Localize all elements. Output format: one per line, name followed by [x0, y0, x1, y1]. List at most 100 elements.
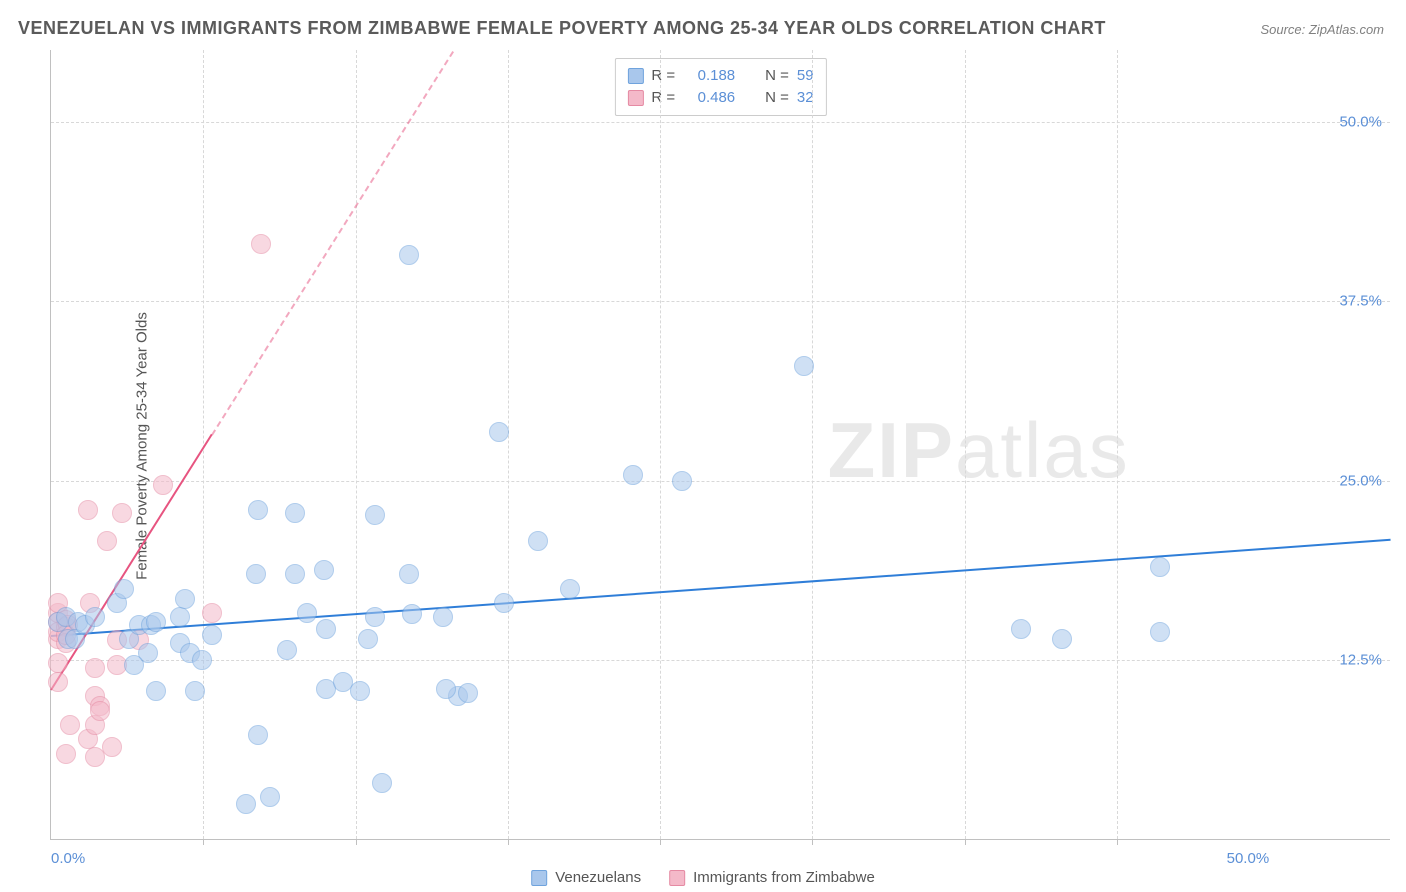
legend-item: Venezuelans — [531, 869, 641, 886]
x-tick-mark — [812, 839, 813, 845]
scatter-point — [112, 503, 132, 523]
scatter-point — [277, 640, 297, 660]
legend-label: Venezuelans — [555, 869, 641, 886]
x-tick-mark — [660, 839, 661, 845]
scatter-point — [97, 531, 117, 551]
scatter-point — [333, 672, 353, 692]
grid-v — [965, 50, 966, 839]
scatter-point — [672, 471, 692, 491]
scatter-point — [1150, 622, 1170, 642]
legend-item: Immigrants from Zimbabwe — [669, 869, 875, 886]
x-tick-mark — [965, 839, 966, 845]
grid-h — [51, 301, 1390, 302]
scatter-point — [102, 737, 122, 757]
grid-v — [660, 50, 661, 839]
stats-legend-box: R = 0.188 N = 59 R = 0.486 N = 32 — [614, 58, 826, 116]
scatter-point — [285, 564, 305, 584]
scatter-point — [436, 679, 456, 699]
scatter-point — [433, 607, 453, 627]
r-label: R = — [651, 65, 675, 87]
scatter-point — [146, 681, 166, 701]
scatter-point — [85, 607, 105, 627]
n-label: N = — [765, 87, 789, 109]
scatter-point — [236, 794, 256, 814]
scatter-point — [458, 683, 478, 703]
bottom-legend: Venezuelans Immigrants from Zimbabwe — [531, 869, 875, 886]
n-label: N = — [765, 65, 789, 87]
chart-title: VENEZUELAN VS IMMIGRANTS FROM ZIMBABWE F… — [18, 18, 1106, 39]
x-tick-mark — [203, 839, 204, 845]
y-tick-label: 12.5% — [1339, 652, 1382, 669]
scatter-point — [1052, 629, 1072, 649]
scatter-point — [314, 560, 334, 580]
scatter-point — [1150, 557, 1170, 577]
scatter-point — [365, 505, 385, 525]
r-label: R = — [651, 87, 675, 109]
x-tick-mark — [1117, 839, 1118, 845]
y-tick-label: 50.0% — [1339, 113, 1382, 130]
grid-v — [812, 50, 813, 839]
stats-row: R = 0.486 N = 32 — [627, 87, 813, 109]
scatter-point — [248, 500, 268, 520]
legend-swatch — [627, 68, 643, 84]
grid-v — [508, 50, 509, 839]
scatter-point — [489, 422, 509, 442]
scatter-point — [365, 607, 385, 627]
source-label: Source: ZipAtlas.com — [1260, 22, 1384, 37]
scatter-point — [285, 503, 305, 523]
grid-v — [356, 50, 357, 839]
scatter-point — [85, 658, 105, 678]
scatter-point — [48, 672, 68, 692]
scatter-point — [246, 564, 266, 584]
scatter-point — [350, 681, 370, 701]
trend-line — [51, 538, 1391, 636]
x-tick-mark — [356, 839, 357, 845]
scatter-point — [78, 500, 98, 520]
stats-row: R = 0.188 N = 59 — [627, 65, 813, 87]
legend-label: Immigrants from Zimbabwe — [693, 869, 875, 886]
scatter-point — [251, 234, 271, 254]
n-value: 59 — [797, 65, 814, 87]
scatter-point — [297, 603, 317, 623]
y-tick-label: 37.5% — [1339, 293, 1382, 310]
x-tick-label: 50.0% — [1227, 850, 1270, 867]
scatter-point — [402, 604, 422, 624]
scatter-point — [192, 650, 212, 670]
scatter-point — [60, 715, 80, 735]
scatter-point — [358, 629, 378, 649]
x-tick-mark — [508, 839, 509, 845]
grid-h — [51, 122, 1390, 123]
r-value: 0.188 — [683, 65, 735, 87]
legend-swatch — [669, 870, 685, 886]
scatter-point — [146, 612, 166, 632]
scatter-point — [560, 579, 580, 599]
n-value: 32 — [797, 87, 814, 109]
scatter-point — [1011, 619, 1031, 639]
y-tick-label: 25.0% — [1339, 472, 1382, 489]
scatter-point — [170, 607, 190, 627]
r-value: 0.486 — [683, 87, 735, 109]
scatter-point — [124, 655, 144, 675]
scatter-point — [316, 619, 336, 639]
scatter-point — [202, 625, 222, 645]
legend-swatch — [627, 90, 643, 106]
legend-swatch — [531, 870, 547, 886]
scatter-point — [48, 653, 68, 673]
scatter-point — [114, 579, 134, 599]
scatter-point — [175, 589, 195, 609]
scatter-point — [185, 681, 205, 701]
scatter-point — [494, 593, 514, 613]
scatter-point — [56, 744, 76, 764]
watermark: ZIPatlas — [828, 405, 1130, 496]
grid-h — [51, 481, 1390, 482]
plot-area: ZIPatlas R = 0.188 N = 59 R = 0.486 N = 32 12.5… — [50, 50, 1390, 840]
x-tick-label: 0.0% — [51, 850, 85, 867]
scatter-point — [248, 725, 268, 745]
scatter-point — [399, 564, 419, 584]
scatter-point — [202, 603, 222, 623]
scatter-point — [528, 531, 548, 551]
grid-v — [1117, 50, 1118, 839]
scatter-point — [90, 701, 110, 721]
scatter-point — [399, 245, 419, 265]
scatter-point — [794, 356, 814, 376]
